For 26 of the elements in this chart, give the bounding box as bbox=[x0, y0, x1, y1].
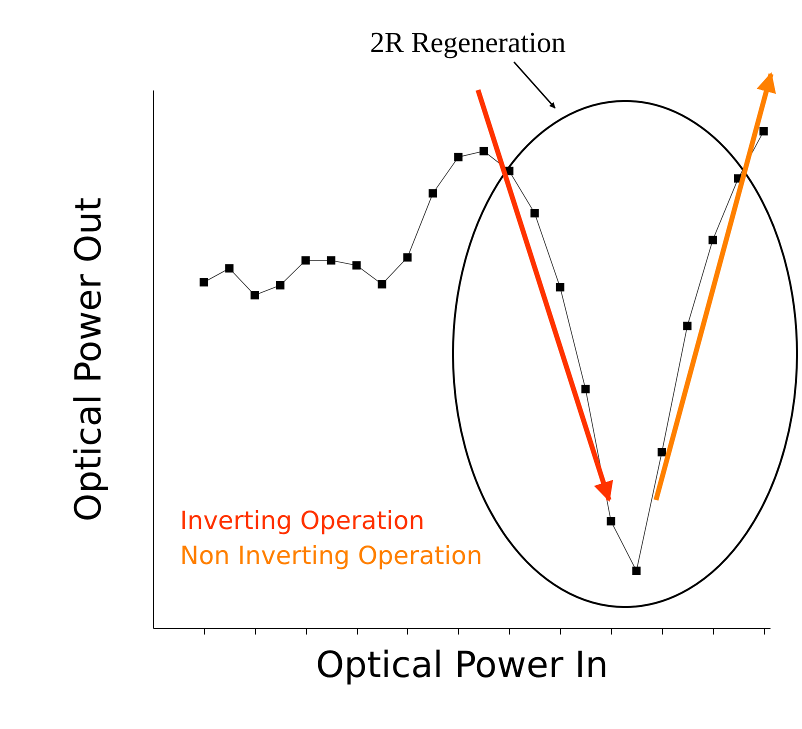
point bbox=[225, 264, 234, 273]
point bbox=[200, 278, 208, 286]
y-axis-title: Optical Power Out bbox=[68, 197, 110, 522]
point bbox=[632, 566, 641, 576]
point bbox=[683, 322, 692, 330]
annotation: Non Inverting Operation bbox=[180, 541, 482, 570]
point bbox=[581, 384, 590, 394]
point bbox=[428, 189, 438, 198]
point bbox=[403, 253, 412, 262]
point bbox=[454, 152, 463, 162]
point bbox=[480, 146, 488, 156]
point bbox=[352, 261, 361, 270]
point bbox=[276, 281, 284, 290]
point bbox=[378, 280, 386, 288]
point bbox=[606, 517, 616, 526]
x-axis-title: Optical Power In bbox=[316, 645, 608, 686]
point bbox=[708, 236, 717, 244]
annotation: Inverting Operation bbox=[180, 506, 424, 535]
point bbox=[250, 290, 259, 300]
point bbox=[556, 283, 564, 292]
point bbox=[530, 209, 539, 218]
point bbox=[301, 256, 310, 265]
point bbox=[658, 448, 666, 456]
point bbox=[759, 127, 768, 136]
text: 2R Regeneration bbox=[370, 27, 566, 59]
point bbox=[326, 256, 336, 265]
